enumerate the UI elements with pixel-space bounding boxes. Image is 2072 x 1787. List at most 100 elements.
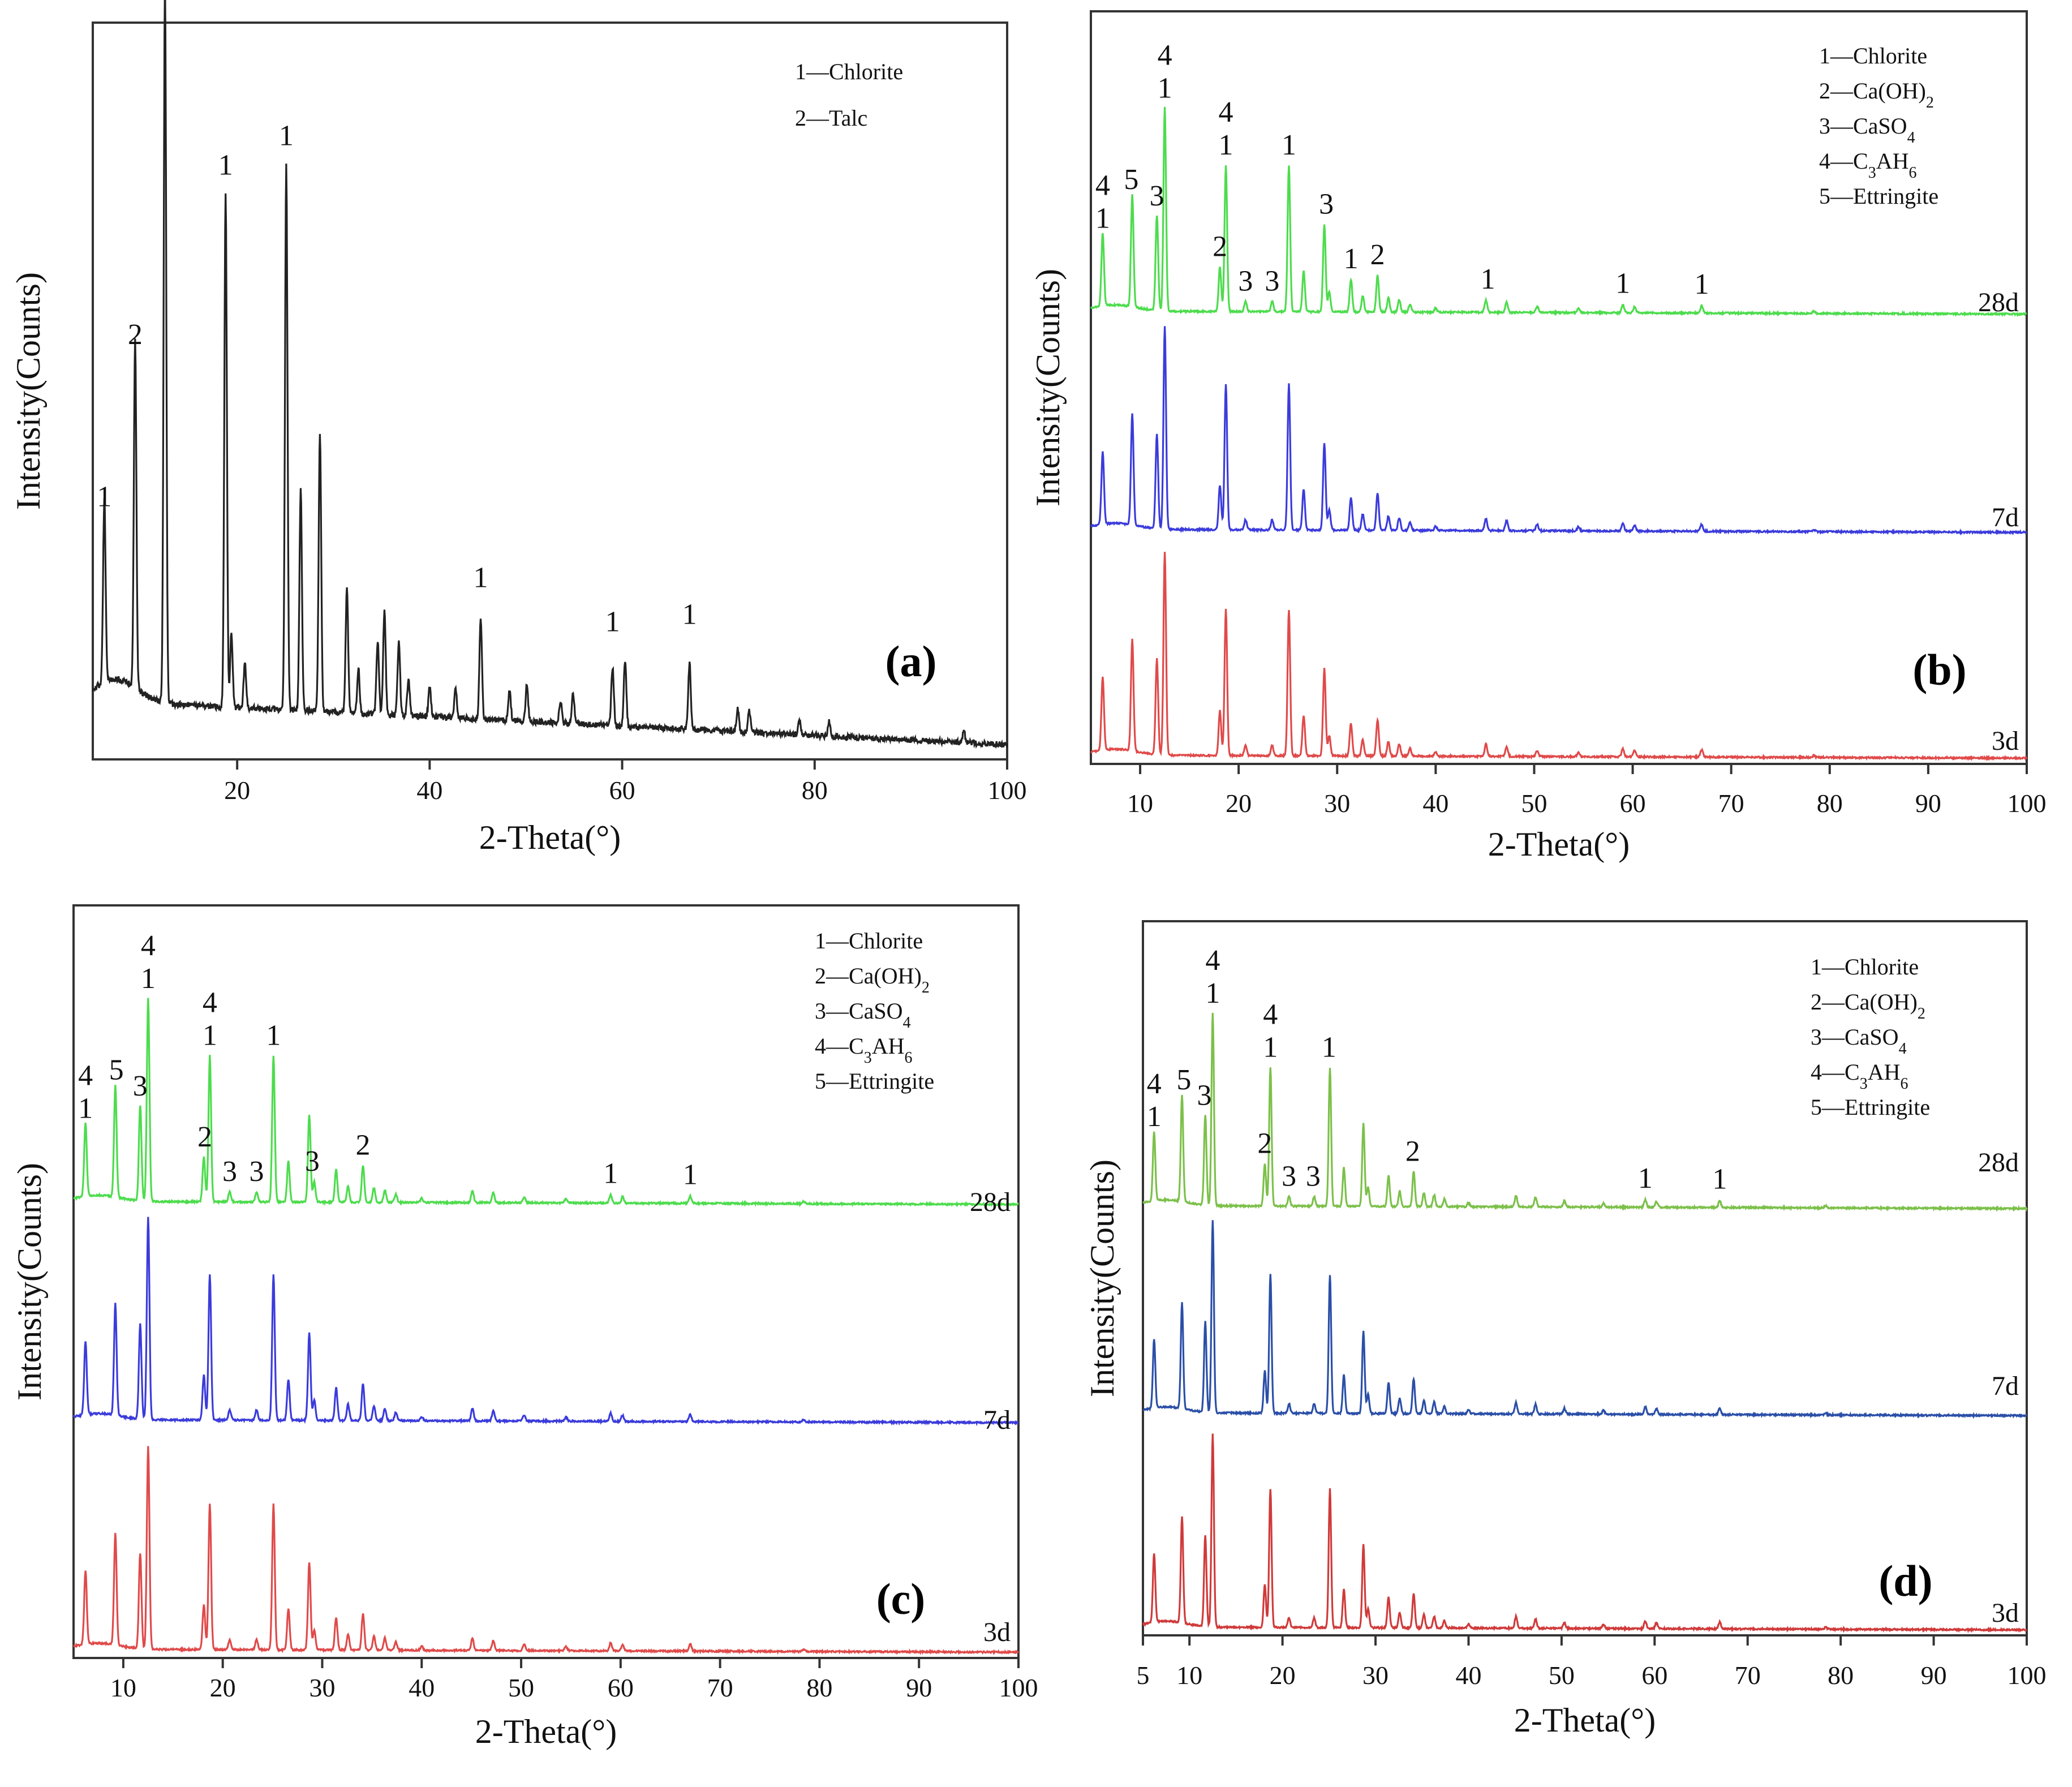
peak-annotation: 4 <box>203 986 217 1019</box>
x-tick-label: 50 <box>1521 789 1547 818</box>
peak-annotation: 3 <box>133 1070 148 1102</box>
legend-entry: 2—Ca(OH)2 <box>1819 78 1934 111</box>
x-tick-label: 40 <box>1422 789 1448 818</box>
x-tick-label: 100 <box>999 1673 1038 1702</box>
x-tick-label: 10 <box>1176 1661 1202 1690</box>
chart-panel-b: 10 20 30 40 50 60 70 80 90 100 2-Theta(°) Intensity… <box>1029 10 2047 863</box>
legend-entry: 3—CaSO4 <box>1811 1024 1907 1058</box>
peak-annotation: 1 <box>78 1093 93 1125</box>
legend-entry: 1—Chlorite <box>1819 43 1927 68</box>
x-tick-label: 70 <box>1718 789 1744 818</box>
peak-annotation: 1 <box>474 562 488 594</box>
peak-annotation: 1 <box>683 1158 698 1191</box>
series-label-3d: 3d <box>983 1617 1011 1647</box>
peak-annotation: 1 <box>266 1019 281 1051</box>
x-tick-label: 90 <box>1921 1661 1947 1690</box>
peak-annotation: 4 <box>1095 169 1110 201</box>
x-axis-title: 2-Theta(°) <box>1514 1702 1656 1739</box>
x-tick-label: 30 <box>1324 789 1350 818</box>
x-tick-label: 20 <box>224 776 250 805</box>
panel-label: (a) <box>885 637 937 686</box>
peak-annotation: 1 <box>1481 263 1495 295</box>
series-label-28d: 28d <box>1978 287 2019 317</box>
series-label-7d: 7d <box>983 1405 1011 1435</box>
x-tick-label: 10 <box>1127 789 1153 818</box>
plot-frame <box>92 22 1008 761</box>
peak-annotation: 2 <box>128 319 143 351</box>
peak-annotation: 2 <box>1370 239 1385 271</box>
legend-entry: 1—Chlorite <box>795 59 903 84</box>
legend-entry: 4—C3AH6 <box>1811 1059 1908 1093</box>
x-tick-label: 40 <box>409 1673 435 1702</box>
series-line-7d <box>72 1217 1020 1427</box>
peak-annotation: 1 <box>1694 268 1709 300</box>
peak-annotation: 2 <box>197 1121 212 1153</box>
x-tick-label: 50 <box>508 1673 534 1702</box>
peak-annotation: 3 <box>1238 265 1253 298</box>
x-tick-label: 10 <box>110 1673 136 1702</box>
peak-annotation: 1 <box>1282 129 1296 161</box>
peak-annotation: 1 <box>1322 1031 1336 1063</box>
x-tick-label: 60 <box>608 1673 634 1702</box>
peak-annotation: 2 <box>1257 1128 1272 1160</box>
x-tick-label: 40 <box>416 776 442 805</box>
peak-annotation: 4 <box>1147 1068 1162 1100</box>
y-axis-title: Intensity(Counts) <box>10 272 47 510</box>
peak-annotation: 1 <box>279 119 294 152</box>
plot-frame <box>1142 920 2028 1636</box>
series-line-28d <box>1142 1012 2028 1212</box>
x-tick-label: 100 <box>2007 1661 2047 1690</box>
series-label-28d: 28d <box>1978 1148 2019 1178</box>
peak-annotation: 1 <box>1158 72 1172 105</box>
peak-annotation: 2 <box>1213 231 1227 263</box>
peak-annotation: 3 <box>305 1145 320 1178</box>
y-axis-title: Intensity(Counts) <box>1029 269 1067 506</box>
series-line-28d <box>1090 106 2027 317</box>
legend-entry: 1—Chlorite <box>815 928 923 953</box>
legend-entry: 1—Chlorite <box>1811 954 1919 980</box>
legend-entry: 3—CaSO4 <box>1819 113 1915 147</box>
series-label-7d: 7d <box>1992 1371 2019 1401</box>
legend-entry: 4—C3AH6 <box>1819 148 1916 182</box>
peak-annotation: 4 <box>1205 944 1220 977</box>
peak-annotation: 3 <box>1150 180 1164 212</box>
peak-annotation: 3 <box>1319 188 1334 220</box>
x-tick-label: 80 <box>806 1673 832 1702</box>
legend-entry: 4—C3AH6 <box>815 1033 912 1067</box>
series-line-3d <box>1142 1433 2027 1634</box>
peak-annotation: 1 <box>682 599 697 631</box>
peak-annotation: 4 <box>78 1060 93 1092</box>
peak-annotation: 1 <box>203 1019 217 1051</box>
legend-entry: 5—Ettringite <box>1819 183 1938 209</box>
peak-annotation: 1 <box>1615 267 1630 299</box>
peak-annotation: 5 <box>1176 1064 1191 1096</box>
peak-annotation: 4 <box>1219 96 1233 128</box>
series-line-7d <box>1142 1220 2027 1419</box>
series-line-3d <box>1090 552 2027 762</box>
peak-annotation: 3 <box>222 1155 237 1188</box>
x-axis-title: 2-Theta(°) <box>475 1713 617 1750</box>
peak-annotation: 3 <box>1265 265 1279 298</box>
x-tick-label: 40 <box>1455 1661 1481 1690</box>
peak-annotation: 4 <box>1263 998 1278 1030</box>
x-tick-label: 80 <box>1828 1661 1854 1690</box>
legend-entry: 3—CaSO4 <box>815 998 911 1032</box>
x-tick-label: 30 <box>309 1673 335 1702</box>
peak-annotation: 4 <box>141 930 156 962</box>
peak-annotation: 5 <box>109 1054 124 1086</box>
peak-annotation: 1 <box>1263 1031 1278 1063</box>
chart-panel-d: 5 10 20 30 40 50 60 70 80 90 100 2-Theta(°) Intensit… <box>1084 920 2047 1739</box>
legend-entry: 2—Ca(OH)2 <box>815 963 930 996</box>
legend-entry: 2—Talc <box>795 105 867 131</box>
peak-annotation: 1 <box>1205 977 1220 1010</box>
x-tick-label: 20 <box>1226 789 1252 818</box>
peak-annotation: 2 <box>356 1129 371 1161</box>
peak-annotation: 5 <box>1124 164 1138 196</box>
series-label-3d: 3d <box>1992 1598 2019 1628</box>
peak-annotation: 3 <box>1282 1161 1296 1193</box>
x-tick-label: 90 <box>1915 789 1941 818</box>
peak-annotation: 1 <box>97 480 111 513</box>
panel-label: (c) <box>876 1574 926 1623</box>
panel-label: (b) <box>1912 645 1966 694</box>
